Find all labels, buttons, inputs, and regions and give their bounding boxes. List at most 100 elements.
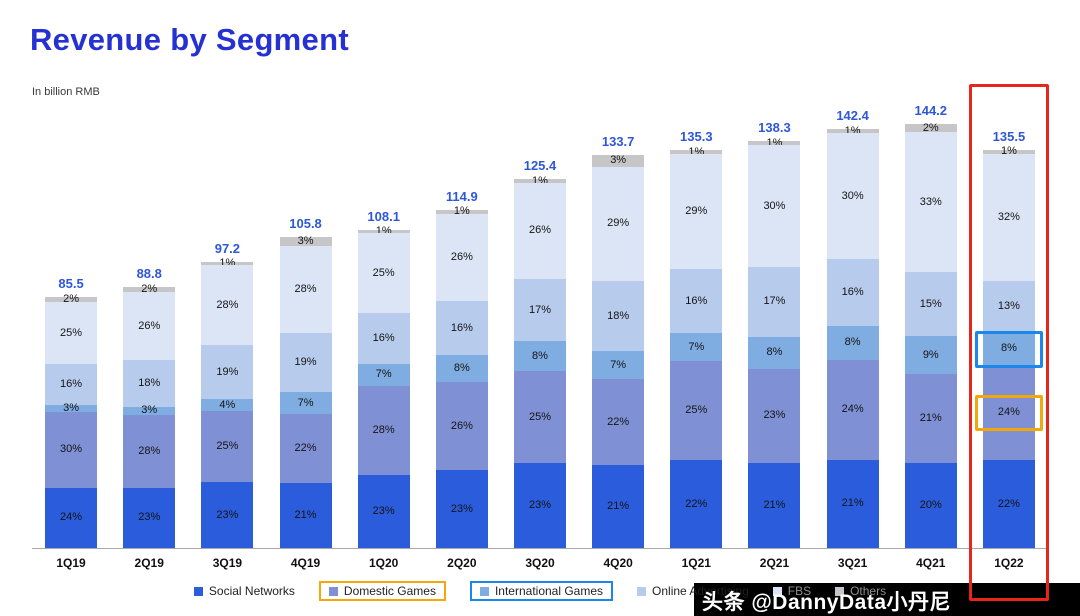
bar-total-label: 138.3 [758,120,791,136]
segment-percent-label: 19% [216,365,239,378]
segment-percent-label: 21% [294,508,317,521]
segment-percent-label: 16% [372,331,395,344]
x-axis-label-2q20: 2Q20 [447,556,477,570]
segment-percent-label: 25% [528,410,552,423]
legend-label: International Games [494,584,604,598]
chart-title: Revenue by Segment [30,22,349,57]
bar-total-label: 85.5 [58,275,84,291]
segment-percent-label: 7% [375,368,392,381]
bar-segment-online-advertising: 18% [592,280,645,352]
segment-percent-label: 23% [216,508,239,521]
segment-percent-label: 9% [922,348,939,361]
bar-segment-fbs: 26% [435,213,488,302]
x-axis-label-3q21: 3Q21 [837,556,868,570]
legend-marker-international-games [479,586,489,596]
segment-percent-label: 26% [138,319,161,332]
bar-segment-fbs: 25% [45,301,98,365]
bar-segment-social-networks: 20% [904,463,957,548]
bar-segment-fbs: 26% [123,292,176,360]
bar-segment-online-advertising: 17% [748,267,801,337]
segment-percent-label: 23% [450,502,473,515]
x-axis-label-2q19: 2Q19 [134,556,164,570]
bar-segment-online-advertising: 15% [904,272,957,336]
legend-label: Domestic Games [343,584,436,598]
segment-percent-label: 2% [141,283,158,295]
x-axis-label-1q19: 1Q19 [56,556,86,570]
bar-segment-domestic-games: 25% [514,370,566,464]
bar-segment-international-games: 8% [514,341,566,371]
segment-percent-label: 26% [528,224,552,237]
segment-percent-label: 25% [372,266,395,279]
bar-segment-social-networks: 23% [435,470,488,548]
watermark: 头条 @DannyData小丹尼 [702,591,952,614]
bar-segment-fbs: 30% [748,145,801,268]
bar-segment-social-networks: 22% [670,460,723,548]
bar-segment-others: 2% [45,293,98,304]
stacked-bar-3q21: 1% 30% 16% 8% 24% 21% [826,125,879,548]
segment-percent-label: 25% [60,326,83,339]
bar-segment-international-games: 8% [982,332,1035,365]
legend-item-online-advertising: Online Advertising [637,581,749,601]
segment-percent-label: 4% [219,398,236,411]
bar-segment-online-advertising: 16% [45,364,98,405]
bar-segment-domestic-games: 21% [904,374,957,464]
segment-percent-label: 3% [141,404,158,417]
bar-segment-fbs: 29% [670,154,723,270]
segment-percent-label: 8% [1000,342,1017,355]
chart-subtitle: In billion RMB [32,86,100,98]
bar-segment-fbs: 28% [279,246,332,334]
bar-segment-others: 1% [982,146,1035,157]
bar-segment-international-games: 7% [357,363,410,386]
stacked-bar-4q19: 3% 28% 19% 7% 22% 21% [279,236,332,548]
segment-percent-label: 29% [607,217,630,230]
segment-percent-label: 28% [138,444,161,457]
bar-total-label: 97.2 [214,241,241,257]
x-axis-label-3q19: 3Q19 [212,556,243,570]
segment-percent-label: 24% [841,403,864,416]
segment-percent-label: 23% [372,504,395,517]
legend-item-fbs: FBS [772,581,812,601]
segment-percent-label: 1% [532,174,548,187]
bar-segment-others: 2% [123,283,176,295]
segment-percent-label: 3% [63,401,80,414]
bar-segment-domestic-games: 24% [982,364,1035,461]
segment-percent-label: 1% [453,205,470,218]
bar-segment-fbs: 25% [357,233,410,313]
legend-item-domestic-games: Domestic Games [318,581,446,601]
stacked-bar-2q20: 1% 26% 16% 8% 26% 23% [435,206,488,548]
bar-segment-others: 1% [826,125,879,136]
segment-percent-label: 21% [607,500,630,513]
bar-segment-social-networks: 21% [748,462,801,548]
bar-segment-others: 1% [357,226,410,237]
segment-percent-label: 30% [841,189,864,202]
segment-percent-label: 8% [532,349,548,362]
legend-label: FBS [787,584,812,598]
segment-percent-label: 16% [841,286,864,299]
segment-percent-label: 22% [294,441,317,454]
segment-percent-label: 1% [688,145,705,158]
bar-segment-fbs: 33% [904,132,957,273]
bar-segment-others: 3% [279,236,332,247]
bar-segment-online-advertising: 16% [826,259,879,327]
bar-total-label: 105.8 [289,215,322,231]
legend-label: Others [850,584,887,598]
segment-percent-label: 23% [138,511,161,524]
x-axis-label-1q22: 1Q22 [994,556,1024,570]
bar-segment-online-advertising: 18% [123,359,176,407]
bar-segment-fbs: 29% [592,166,645,281]
bar-segment-international-games: 7% [592,351,645,379]
bar-segment-others: 1% [435,206,488,217]
bar-segment-international-games: 8% [435,355,488,383]
legend-marker-others [835,586,845,596]
segment-percent-label: 1% [844,124,861,137]
segment-percent-label: 22% [997,497,1020,510]
bar-segment-domestic-games: 28% [357,385,410,475]
stacked-bar-4q21: 2% 33% 15% 9% 21% 20% [904,122,957,548]
segment-percent-label: 25% [216,439,239,452]
legend-marker-social-networks [193,586,203,596]
bar-total-label: 108.1 [367,209,400,225]
segment-percent-label: 16% [450,321,473,334]
segment-percent-label: 26% [450,419,473,432]
bar-segment-international-games: 8% [826,326,879,360]
x-axis-label-3q20: 3Q20 [525,556,555,570]
